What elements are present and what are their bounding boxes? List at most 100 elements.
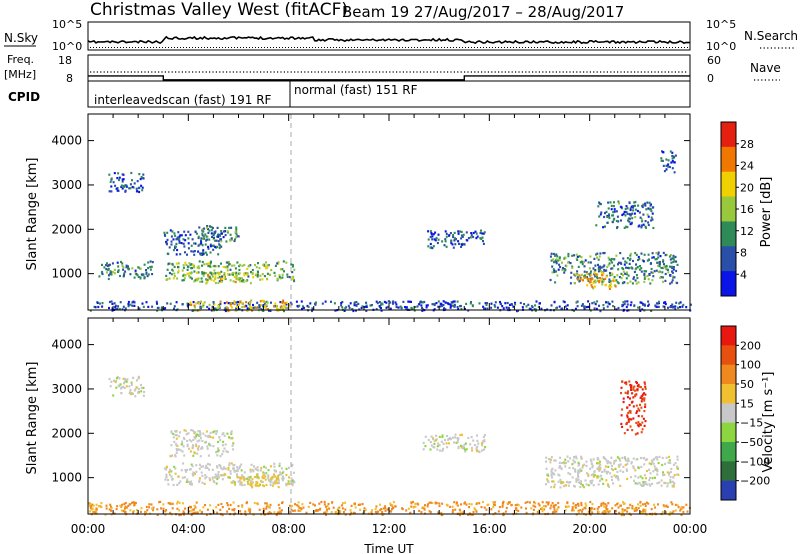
echo-cell [576,276,579,279]
echo-cell [215,432,218,435]
echo-cell [207,228,209,231]
echo-cell [258,508,261,511]
echo-cell [238,480,241,483]
echo-cell [296,504,299,507]
echo-cell [119,274,121,278]
echo-cell [476,439,479,442]
echo-cell [640,267,643,270]
echo-cell [236,476,239,479]
echo-cell [179,449,182,452]
echo-cell [464,450,467,453]
nave-right-tick-top: 60 [707,54,721,67]
echo-cell [208,229,211,232]
echo-cell [618,465,621,468]
echo-cell [627,459,630,462]
echo-cell [671,480,674,483]
echo-cell [208,303,211,306]
echo-cell [205,464,208,467]
echo-cell [229,437,232,440]
echo-cell [610,456,613,459]
echo-cell [640,218,643,221]
echo-cell [605,275,608,278]
echo-cell [532,508,535,511]
echo-cell [274,480,276,483]
echo-cell [435,434,438,437]
echo-cell [671,303,674,306]
echo-cell [578,463,581,466]
echo-cell [187,247,190,250]
echo-cell [262,300,265,303]
echo-cell [584,479,587,482]
nsky-left-tick-bottom: 10^0 [52,40,82,53]
echo-cell [291,277,294,280]
echo-cell [109,180,112,183]
echo-cell [629,213,632,216]
echo-cell [198,302,201,305]
echo-cell [590,508,593,511]
echo-cell [455,441,458,444]
echo-cell [484,307,487,310]
echo-cell [256,484,259,487]
echo-cell [214,476,217,479]
echo-cell [237,480,240,483]
echo-cell [551,480,554,483]
echo-cell [663,481,666,484]
echo-cell [241,277,243,280]
echo-cell [674,255,677,259]
echo-cell [193,242,196,245]
echo-cell [567,472,570,475]
echo-cell [527,303,530,306]
echo-cell [226,307,229,310]
echo-cell [247,482,250,485]
echo-cell [261,477,264,480]
echo-cell [655,467,658,470]
echo-cell [256,306,259,309]
echo-cell [132,300,135,303]
echo-cell [292,509,295,512]
echo-cell [169,229,172,232]
echo-cell [221,275,223,278]
echo-cell [141,177,144,180]
echo-cell [662,280,665,283]
echo-cell [555,510,558,513]
echo-cell [626,414,629,417]
echo-cell [604,225,606,228]
echo-cell [231,508,234,511]
power-ylabel: Slant Range [km] [25,158,40,271]
echo-cell [573,456,575,459]
echo-cell [674,503,677,506]
echo-cell [174,434,177,437]
echo-cell [188,510,191,513]
echo-cell [661,271,664,274]
echo-cell [422,301,425,304]
echo-cell [105,507,108,510]
echo-cell [223,272,226,275]
echo-cell [462,511,465,514]
echo-cell [352,309,355,313]
echo-cell [637,258,639,262]
echo-cell [266,264,269,267]
echo-cell [652,206,655,209]
echo-cell [622,309,625,312]
echo-cell [665,504,668,507]
echo-cell [105,268,108,271]
echo-cell [613,208,616,211]
echo-cell [654,506,657,509]
echo-cell [122,178,125,181]
echo-cell [610,272,613,275]
echo-cell [490,306,493,309]
echo-cell [566,304,569,307]
echo-cell [136,180,139,183]
echo-cell [624,509,627,512]
echo-cell [426,304,429,307]
echo-cell [626,300,629,303]
echo-cell [631,392,634,395]
echo-cell [617,263,619,266]
echo-cell [262,471,265,474]
echo-cell [252,481,254,484]
echo-cell [199,434,202,437]
echo-cell [179,431,181,434]
echo-cell [594,303,597,306]
echo-cell [193,280,196,283]
